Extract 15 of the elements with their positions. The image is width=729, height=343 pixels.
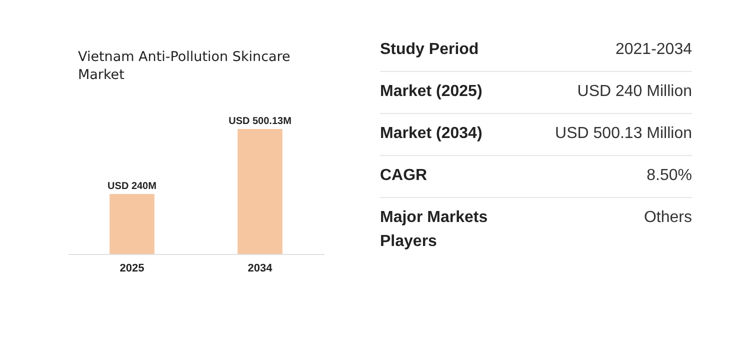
data-label: USD 240M (108, 181, 156, 192)
x-tick-label: 2034 (248, 262, 274, 274)
x-tick-label: 2025 (120, 262, 144, 274)
text: USD 240 Million (577, 82, 692, 102)
data-label: USD 500.13M (228, 116, 292, 127)
text: CAGR (380, 166, 428, 186)
text: 2021-2034 (615, 40, 692, 60)
text: Others (644, 208, 692, 228)
text: USD 500.13 Million (555, 124, 692, 144)
text: 8.50% (646, 166, 692, 186)
chart-title: Vietnam Anti-Pollution Skincare Market (78, 48, 292, 84)
text: Study Period (380, 40, 479, 60)
text: Market (2025) (380, 82, 482, 102)
text: Market (2034) (380, 124, 482, 144)
text: Major Markets Players (380, 208, 489, 252)
